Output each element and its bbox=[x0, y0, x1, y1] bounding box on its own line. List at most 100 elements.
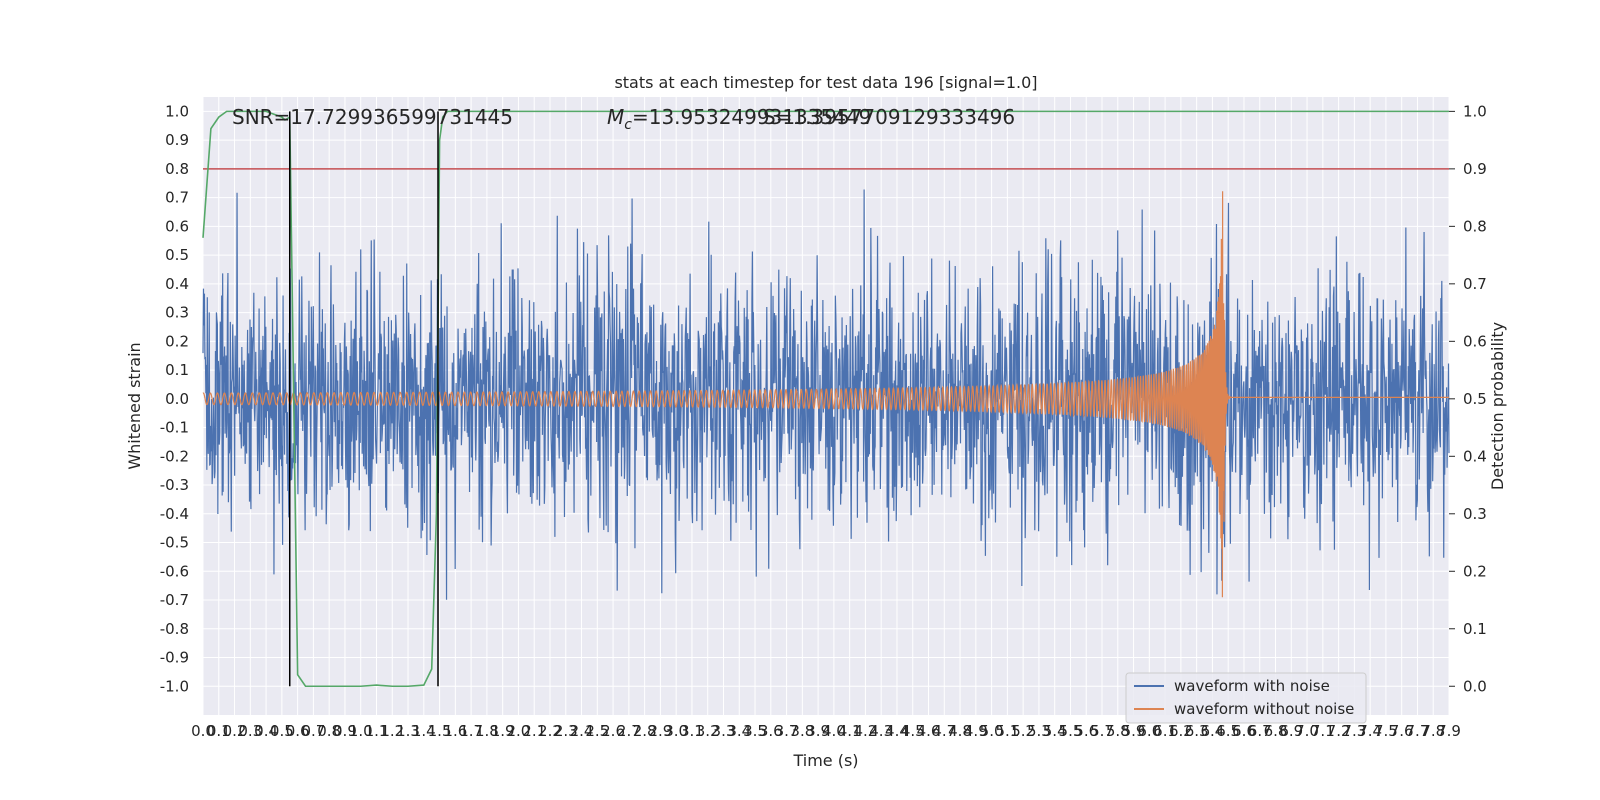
x-tick-label: 0.0 bbox=[191, 722, 215, 740]
x-tick-label: 3.3 bbox=[712, 722, 736, 740]
y-left-tick-label: 0.7 bbox=[165, 189, 189, 207]
x-tick-label: 5.3 bbox=[1027, 722, 1051, 740]
x-tick-label: 0.3 bbox=[238, 722, 262, 740]
x-tick-label: 2.5 bbox=[585, 722, 609, 740]
x-tick-label: 4.4 bbox=[885, 722, 909, 740]
x-tick-label: 7.9 bbox=[1437, 722, 1461, 740]
y-right-tick-label: 0.3 bbox=[1463, 505, 1487, 523]
x-tick-label: 4.6 bbox=[917, 722, 941, 740]
y-right-tick-label: 0.4 bbox=[1463, 447, 1487, 465]
x-tick-label: 3.4 bbox=[727, 722, 751, 740]
x-tick-label: 3.0 bbox=[664, 722, 688, 740]
y-right-tick-label: 0.2 bbox=[1463, 562, 1487, 580]
x-tick-label: 1.9 bbox=[491, 722, 515, 740]
x-tick-label: 0.1 bbox=[207, 722, 231, 740]
x-tick-label: 4.8 bbox=[948, 722, 972, 740]
x-tick-label: 5.7 bbox=[1090, 722, 1114, 740]
x-tick-label: 6.5 bbox=[1216, 722, 1240, 740]
y-right-tick-label: 0.1 bbox=[1463, 620, 1487, 638]
x-tick-label: 0.5 bbox=[270, 722, 294, 740]
legend: waveform with noise waveform without noi… bbox=[1125, 672, 1367, 724]
x-tick-label: 0.8 bbox=[317, 722, 341, 740]
y-left-tick-label: 0.1 bbox=[165, 361, 189, 379]
y-left-tick-label: 0.0 bbox=[165, 390, 189, 408]
x-tick-label: 5.0 bbox=[980, 722, 1004, 740]
y-right-tick-label: 0.8 bbox=[1463, 217, 1487, 235]
x-tick-label: 7.5 bbox=[1374, 722, 1398, 740]
chirp-mass-value: =13.953249931335449 bbox=[632, 105, 871, 129]
x-tick-label: 3.9 bbox=[806, 722, 830, 740]
y-left-tick-label: 0.5 bbox=[165, 246, 189, 264]
x-tick-label: 5.8 bbox=[1106, 722, 1130, 740]
y-left-tick-label: -0.3 bbox=[160, 476, 189, 494]
x-tick-labels: 0.00.10.20.30.40.50.60.70.80.91.01.11.21… bbox=[191, 722, 1461, 740]
x-tick-label: 3.2 bbox=[696, 722, 720, 740]
y-left-tick-label: -0.8 bbox=[160, 620, 189, 638]
x-tick-label: 3.8 bbox=[790, 722, 814, 740]
y-left-tick-label: -0.2 bbox=[160, 447, 189, 465]
x-tick-label: 0.4 bbox=[254, 722, 278, 740]
x-tick-label: 1.5 bbox=[428, 722, 452, 740]
x-tick-label: 4.2 bbox=[854, 722, 878, 740]
series-waveform-without-noise bbox=[202, 191, 1449, 598]
x-tick-label: 6.8 bbox=[1264, 722, 1288, 740]
x-tick-label: 2.6 bbox=[601, 722, 625, 740]
x-tick-label: 1.7 bbox=[459, 722, 483, 740]
x-tick-label: 1.4 bbox=[412, 722, 436, 740]
y-right-tick-label: 0.5 bbox=[1463, 390, 1487, 408]
series-waveform-with-noise bbox=[202, 189, 1450, 600]
x-tick-label: 0.6 bbox=[286, 722, 310, 740]
x-tick-label: 1.2 bbox=[380, 722, 404, 740]
x-tick-label: 1.8 bbox=[475, 722, 499, 740]
x-tick-label: 3.1 bbox=[680, 722, 704, 740]
y-left-tick-label: 0.8 bbox=[165, 160, 189, 178]
x-tick-label: 6.6 bbox=[1232, 722, 1256, 740]
x-tick-label: 7.3 bbox=[1342, 722, 1366, 740]
x-tick-label: 5.1 bbox=[995, 722, 1019, 740]
x-tick-label: 2.8 bbox=[633, 722, 657, 740]
x-tick-label: 3.7 bbox=[775, 722, 799, 740]
legend-label-clean: waveform without noise bbox=[1174, 700, 1354, 718]
x-tick-label: 7.8 bbox=[1421, 722, 1445, 740]
series-detection-probability bbox=[202, 110, 1449, 688]
y-left-tick-label: -1.0 bbox=[160, 677, 189, 695]
x-tick-label: 3.6 bbox=[759, 722, 783, 740]
x-tick-label: 2.9 bbox=[648, 722, 672, 740]
y-left-tick-label: -0.5 bbox=[160, 534, 189, 552]
x-tick-label: 2.7 bbox=[617, 722, 641, 740]
legend-box bbox=[1125, 672, 1367, 724]
x-tick-label: 7.2 bbox=[1327, 722, 1351, 740]
x-tick-label: 6.3 bbox=[1185, 722, 1209, 740]
x-tick-label: 4.3 bbox=[869, 722, 893, 740]
y-left-tick-label: 0.3 bbox=[165, 304, 189, 322]
x-tick-label: 1.0 bbox=[349, 722, 373, 740]
x-tick-label: 7.0 bbox=[1295, 722, 1319, 740]
x-tick-label: 0.2 bbox=[223, 722, 247, 740]
x-tick-label: 5.4 bbox=[1043, 722, 1067, 740]
vertical-markers bbox=[288, 111, 439, 687]
y-right-tick-labels: 1.0 0.9 0.8 0.7 0.6 0.5 0.4 0.3 0.2 0.1 0.0 bbox=[1449, 102, 1487, 695]
x-tick-label: 6.9 bbox=[1279, 722, 1303, 740]
y-left-tick-label: -0.7 bbox=[160, 591, 189, 609]
overlap-annotation: S=1.3957709129333496 bbox=[763, 105, 1015, 129]
x-tick-label: 2.1 bbox=[522, 722, 546, 740]
x-tick-label: 4.0 bbox=[822, 722, 846, 740]
x-tick-label: 1.1 bbox=[365, 722, 389, 740]
x-tick-label: 3.5 bbox=[743, 722, 767, 740]
x-tick-label: 5.6 bbox=[1074, 722, 1098, 740]
x-tick-label: 6.0 bbox=[1137, 722, 1161, 740]
x-tick-label: 2.4 bbox=[570, 722, 594, 740]
x-tick-label: 1.3 bbox=[396, 722, 420, 740]
y-left-tick-label: 0.2 bbox=[165, 332, 189, 350]
x-tick-label: 7.4 bbox=[1358, 722, 1382, 740]
x-tick-label: 6.4 bbox=[1200, 722, 1224, 740]
snr-annotation: SNR=17.729936599731445 bbox=[232, 105, 513, 129]
x-tick-label: 5.5 bbox=[1059, 722, 1083, 740]
x-tick-label: 0.9 bbox=[333, 722, 357, 740]
y-left-tick-label: 1.0 bbox=[165, 102, 189, 120]
y-left-tick-label: -0.6 bbox=[160, 562, 189, 580]
x-axis-label: Time (s) bbox=[792, 751, 858, 770]
y-left-tick-label: 0.4 bbox=[165, 275, 189, 293]
x-tick-label: 6.7 bbox=[1248, 722, 1272, 740]
